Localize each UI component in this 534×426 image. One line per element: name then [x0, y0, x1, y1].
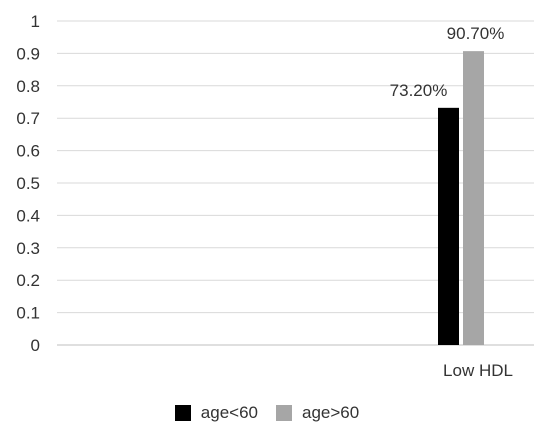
- y-axis-tick-labels: 0 0.1 0.2 0.3 0.4 0.5 0.6 0.7 0.8 0.9 1: [16, 12, 40, 355]
- legend-item-age-under-60: age<60: [174, 403, 258, 423]
- legend-item-age-over-60: age>60: [276, 403, 359, 423]
- legend-label-age-over-60: age>60: [302, 403, 360, 422]
- y-tick-label: 0.4: [16, 206, 40, 225]
- x-axis-tick-labels: Low HDL: [443, 361, 513, 380]
- y-tick-label: 0.1: [16, 304, 40, 323]
- gridlines: [57, 20, 534, 346]
- legend-label-age-under-60: age<60: [200, 403, 258, 422]
- y-tick-label: 0.9: [16, 44, 40, 63]
- y-tick-label: 0.7: [16, 109, 40, 128]
- x-tick-label: Low HDL: [443, 361, 513, 380]
- y-tick-label: 0.3: [16, 239, 40, 258]
- bars: [438, 51, 484, 346]
- legend: age<60 age>60: [0, 403, 534, 423]
- legend-swatch-age-over-60: [276, 405, 292, 421]
- data-label: 73.20%: [390, 81, 448, 100]
- legend-swatch-age-under-60: [174, 405, 191, 421]
- y-tick-label: 0: [31, 336, 40, 355]
- y-tick-label: 1: [31, 12, 40, 31]
- data-labels: 73.20% 90.70%: [390, 24, 505, 100]
- bar-age-over-60: [463, 51, 484, 346]
- y-tick-label: 0.8: [16, 77, 40, 96]
- y-tick-label: 0.2: [16, 271, 40, 290]
- y-tick-label: 0.6: [16, 142, 40, 161]
- data-label: 90.70%: [447, 24, 505, 43]
- y-tick-label: 0.5: [16, 174, 40, 193]
- bar-age-under-60: [438, 107, 459, 345]
